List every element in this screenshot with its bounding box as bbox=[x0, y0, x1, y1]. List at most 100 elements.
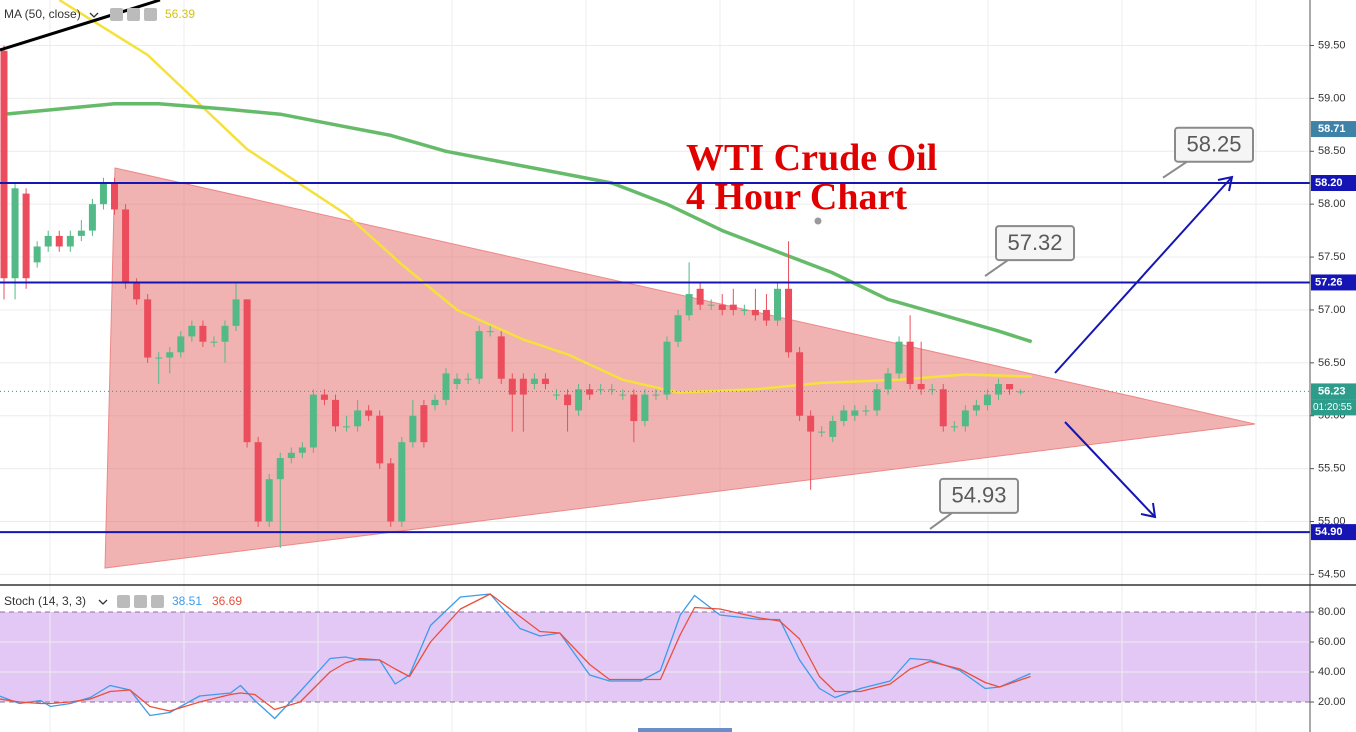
candle-body bbox=[265, 479, 273, 522]
candle-body bbox=[420, 405, 428, 443]
candle-body bbox=[376, 415, 384, 464]
candle-body bbox=[486, 331, 494, 333]
price-axis: 54.5055.0055.5056.0056.5057.0057.5058.00… bbox=[1309, 0, 1356, 732]
candle-body bbox=[0, 50, 8, 279]
candle-body bbox=[44, 235, 52, 247]
candle-body bbox=[354, 410, 362, 427]
candle-body bbox=[972, 405, 980, 411]
price-badge bbox=[1311, 121, 1356, 138]
candle-body bbox=[276, 458, 284, 480]
breakout-arrow bbox=[1054, 176, 1233, 374]
price-badge-label: 58.71 bbox=[1318, 123, 1346, 135]
y-tick-label: 57.00 bbox=[1318, 304, 1346, 316]
candle-body bbox=[431, 399, 439, 406]
candle-body bbox=[796, 352, 804, 416]
candle-body bbox=[575, 389, 583, 411]
candle-body bbox=[851, 410, 859, 416]
candle-body bbox=[696, 288, 704, 305]
candle-body bbox=[166, 352, 174, 358]
price-badge-label: 56.23 bbox=[1318, 385, 1346, 397]
candle-body bbox=[652, 394, 660, 396]
candle-body bbox=[674, 315, 682, 342]
candle-body bbox=[409, 415, 417, 443]
candle-body bbox=[221, 325, 229, 342]
candle-body bbox=[398, 442, 406, 522]
legend-value: 36.69 bbox=[212, 594, 242, 608]
candle-body bbox=[619, 394, 627, 396]
callout-pointer bbox=[984, 259, 1009, 277]
candle-body bbox=[11, 188, 19, 279]
marker-dot bbox=[813, 216, 823, 226]
time-highlight bbox=[638, 728, 732, 732]
level-badge-label: 57.26 bbox=[1315, 276, 1343, 288]
callout-pointer bbox=[929, 512, 953, 530]
candle-body bbox=[387, 463, 395, 522]
candle-body bbox=[553, 394, 560, 396]
candle-body bbox=[497, 336, 505, 379]
candle-body bbox=[586, 389, 594, 395]
candle-body bbox=[785, 288, 793, 353]
candle-body bbox=[199, 325, 207, 342]
level-badge-label: 58.20 bbox=[1315, 177, 1343, 189]
legend-icon bbox=[134, 595, 147, 608]
candle-body bbox=[519, 378, 527, 395]
y-tick-label: 60.00 bbox=[1318, 636, 1346, 648]
callout-pointer bbox=[1162, 160, 1188, 179]
candle-body bbox=[862, 410, 870, 412]
level-badge bbox=[1311, 274, 1356, 291]
candle-body bbox=[298, 447, 306, 453]
overlay: WTI Crude Oil 4 Hour Chart 58.2557.3254.… bbox=[0, 0, 1310, 534]
candle-body bbox=[177, 336, 185, 353]
stoch-line bbox=[0, 593, 1031, 720]
callout-label: 54.93 bbox=[951, 483, 1006, 508]
moving-average bbox=[3, 101, 1033, 344]
candle-body bbox=[829, 421, 837, 437]
stoch-band bbox=[0, 612, 1310, 702]
candle-body bbox=[718, 304, 726, 310]
y-tick-label: 55.50 bbox=[1318, 463, 1346, 475]
candle-body bbox=[144, 299, 152, 358]
breakdown-arrow bbox=[1064, 421, 1156, 518]
legend-value: 38.51 bbox=[172, 594, 202, 608]
candle-body bbox=[597, 389, 605, 391]
y-tick-label: 56.50 bbox=[1318, 357, 1346, 369]
y-tick-label: 40.00 bbox=[1318, 666, 1346, 678]
price-badge bbox=[1311, 383, 1356, 400]
candle-body bbox=[917, 384, 925, 390]
candle-body bbox=[1006, 384, 1014, 390]
candle-body bbox=[33, 246, 41, 263]
candle-body bbox=[950, 426, 958, 428]
y-tick-label: 59.00 bbox=[1318, 92, 1346, 104]
candle-body bbox=[685, 294, 693, 316]
candle-body bbox=[254, 442, 262, 522]
countdown: 01:20:55 bbox=[1313, 402, 1352, 413]
candle-body bbox=[365, 410, 373, 416]
arrow-head bbox=[1140, 502, 1157, 519]
candle-body bbox=[995, 384, 1002, 395]
y-tick-label: 57.50 bbox=[1318, 251, 1346, 263]
arrow-head bbox=[1217, 175, 1234, 192]
candle-body bbox=[133, 283, 141, 300]
stoch-line bbox=[0, 593, 1031, 712]
chart-title: WTI Crude Oil bbox=[686, 137, 937, 179]
candle-body bbox=[729, 304, 737, 310]
candle-body bbox=[939, 389, 947, 427]
callout-box bbox=[995, 225, 1075, 262]
callout-box bbox=[1174, 126, 1254, 163]
countdown-badge bbox=[1311, 399, 1356, 416]
level-badge bbox=[1311, 175, 1356, 192]
candle-body bbox=[807, 415, 815, 432]
candle-body bbox=[287, 452, 295, 459]
candle-body bbox=[508, 378, 516, 395]
candle-body bbox=[155, 357, 163, 359]
candle-body bbox=[873, 389, 881, 411]
level-badge-label: 54.90 bbox=[1315, 526, 1343, 538]
candle-body bbox=[884, 373, 892, 390]
candle-body bbox=[309, 394, 317, 448]
candle-body bbox=[332, 399, 339, 427]
marks bbox=[0, 0, 1310, 720]
legend: MA (50, close) Stoch (14, 3, 3) 56.39 38.… bbox=[4, 7, 242, 608]
candle-body bbox=[608, 389, 616, 391]
candle-body bbox=[818, 431, 826, 433]
